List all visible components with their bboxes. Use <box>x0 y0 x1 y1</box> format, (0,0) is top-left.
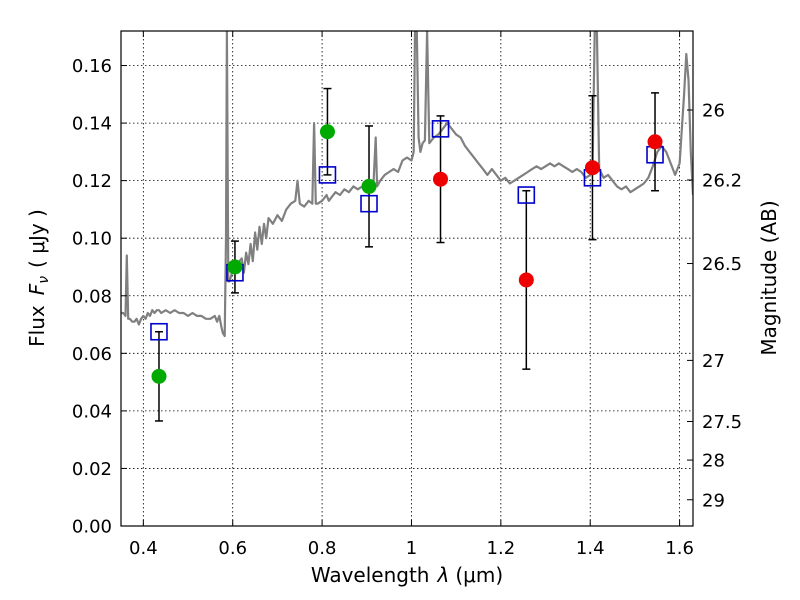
observed-point <box>319 124 335 140</box>
model-photometry-square <box>150 322 168 341</box>
x-tick-label: 0.4 <box>129 538 158 559</box>
y-axis-label: FluxFν( μJy ) <box>25 209 52 347</box>
y-tick-label: 0.12 <box>72 171 112 192</box>
y-tick-label: 0.14 <box>72 114 112 135</box>
ticks: 0.4 0.6 0.8 1 1.2 1.4 1.6 0.00 0.02 0.04 0.06 0.08 0… <box>72 31 742 559</box>
model-photometry-square <box>517 186 536 204</box>
y-tick-label: 0.00 <box>72 517 112 538</box>
observed-point <box>518 272 534 288</box>
x-tick-label: 1.6 <box>665 538 694 559</box>
y-tick-label: 0.02 <box>72 459 112 480</box>
y2-tick-label: 26 <box>702 101 725 122</box>
x-axis-label: Wavelength λ (μm) <box>311 563 503 587</box>
y2-tick-label: 26.5 <box>702 254 742 275</box>
observed-point <box>151 368 167 384</box>
observed-point <box>647 134 663 150</box>
x-tick-label: 1.2 <box>487 538 516 559</box>
y2-tick-label: 26.2 <box>702 170 742 191</box>
y2-tick-label: 27 <box>702 351 725 372</box>
observed-point <box>361 178 377 194</box>
model-photometry-square <box>431 120 450 138</box>
y-tick-label: 0.16 <box>72 56 112 77</box>
y2-tick-label: 29 <box>702 490 725 511</box>
y2-tick-label: 27.5 <box>702 412 742 433</box>
y2-tick-label: 28 <box>702 451 725 472</box>
x-tick-label: 1 <box>406 538 417 559</box>
x-tick-label: 0.6 <box>218 538 247 559</box>
y-tick-label: 0.04 <box>72 401 112 422</box>
observed-point <box>584 160 600 176</box>
plot-frame <box>120 30 694 527</box>
model-photometry-square <box>360 194 378 213</box>
x-tick-label: 1.4 <box>576 538 605 559</box>
observed-point <box>227 259 243 275</box>
y-tick-label: 0.10 <box>72 229 112 250</box>
x-tick-label: 0.8 <box>308 538 337 559</box>
y-tick-label: 0.08 <box>72 286 112 307</box>
y2-axis-label: Magnitude (AB) <box>757 200 781 355</box>
y-tick-label: 0.06 <box>72 344 112 365</box>
model-photometry-square <box>318 166 337 184</box>
marker-layer <box>150 120 664 384</box>
observed-point <box>433 171 449 187</box>
